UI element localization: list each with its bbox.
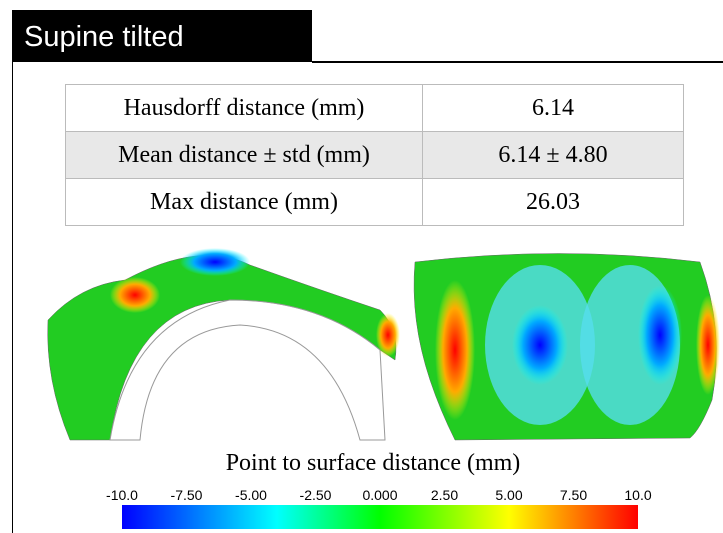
colorbar-tick-label: 2.50 bbox=[431, 487, 458, 503]
colorbar-label: Point to surface distance (mm) bbox=[0, 450, 723, 477]
colorbar-tick-label: 5.00 bbox=[495, 487, 522, 503]
colorbar-tick-label: -5.00 bbox=[235, 487, 267, 503]
colorbar-tick-label: -2.50 bbox=[300, 487, 332, 503]
page: Supine tilted Hausdorff distance (mm)6.1… bbox=[0, 0, 723, 533]
left-mesh bbox=[48, 248, 400, 440]
colorbar-tick-label: -7.50 bbox=[171, 487, 203, 503]
colorbar-tick-label: 0.000 bbox=[362, 487, 397, 503]
colorbar-tick-label: 10.0 bbox=[624, 487, 651, 503]
colorbar-tick-label: -10.0 bbox=[106, 487, 138, 503]
colorbar-tick-label: 7.50 bbox=[560, 487, 587, 503]
right-mesh bbox=[414, 254, 720, 441]
colorbar bbox=[122, 505, 638, 529]
